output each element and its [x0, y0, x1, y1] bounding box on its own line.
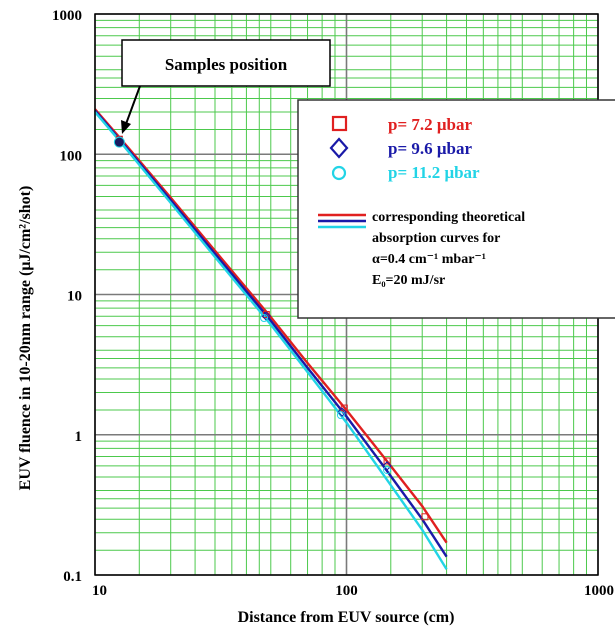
legend-label-series-2: p= 9.6 μbar — [388, 139, 472, 158]
samples-position-callout: Samples position — [121, 39, 331, 134]
callout-arrowhead — [121, 120, 131, 134]
x-tick-label: 10 — [92, 583, 107, 599]
y-tick-label: 10 — [67, 289, 82, 305]
data-point-series-2 — [382, 461, 392, 471]
legend-note-line-3: α=0.4 cm⁻¹ mbar⁻¹ — [372, 252, 486, 267]
y-tick-label: 0.1 — [63, 569, 82, 585]
x-tick-label: 100 — [335, 583, 358, 599]
y-tick-label: 1000 — [52, 8, 82, 24]
legend-box — [297, 99, 615, 319]
legend-label-series-3: p= 11.2 μbar — [388, 163, 480, 182]
data-point-series-3 — [113, 136, 125, 148]
y-tick-label: 100 — [60, 148, 83, 164]
callout-box — [121, 39, 331, 87]
callout-arrow — [125, 85, 141, 125]
data-point-series-3 — [383, 466, 392, 475]
curve-series-1 — [94, 108, 448, 544]
data-points — [113, 135, 429, 521]
x-tick-labels: 10 100 1000 — [92, 583, 614, 599]
legend-note-line-2: absorption curves for — [372, 231, 500, 246]
data-point-series-1 — [421, 513, 429, 521]
theory-curves — [94, 108, 448, 570]
callout-text: Samples position — [165, 55, 288, 74]
data-point-series-3 — [336, 411, 345, 420]
curve-series-2 — [94, 109, 448, 558]
data-point-series-1 — [383, 457, 391, 465]
x-axis-label: Distance from EUV source (cm) — [238, 609, 455, 626]
y-tick-labels: 0.1 1 10 100 1000 — [52, 8, 82, 585]
circle-marker-icon — [331, 165, 347, 181]
y-axis-label: EUV fluence in 10-20nm range (μJ/cm²/sho… — [17, 186, 34, 491]
legend-label-series-1: p= 7.2 μbar — [388, 115, 472, 134]
legend: p= 7.2 μbar p= 9.6 μbar p= 11.2 μbar cor… — [297, 99, 615, 319]
data-point-series-2 — [337, 407, 347, 417]
curve-series-3 — [94, 111, 448, 570]
data-point-series-3 — [260, 313, 269, 322]
legend-note-line-1: corresponding theoretical — [372, 210, 525, 225]
x-tick-label: 1000 — [584, 583, 614, 599]
square-marker-icon — [331, 115, 348, 132]
diamond-marker-icon — [329, 137, 349, 159]
y-tick-label: 1 — [75, 429, 83, 445]
legend-note-line-4: E₀=20 mJ/sr — [372, 273, 445, 288]
